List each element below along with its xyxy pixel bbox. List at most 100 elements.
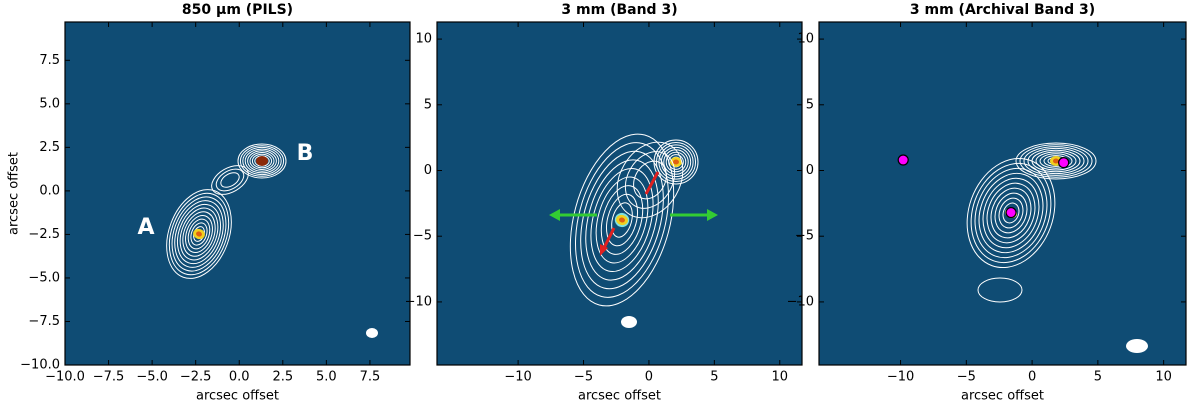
- plot-frame: [436, 21, 803, 366]
- contour: [611, 202, 633, 238]
- contour: [190, 222, 208, 246]
- x-tick-label: 10: [771, 370, 788, 385]
- y-tick-label: 5: [806, 97, 814, 112]
- y-tick-label: −5: [795, 229, 814, 244]
- contour: [1035, 151, 1077, 171]
- contour: [215, 168, 245, 192]
- contour: [569, 133, 675, 307]
- contour-group: [237, 143, 287, 179]
- source-point: [1058, 157, 1070, 169]
- plot-frame: [64, 21, 411, 366]
- x-tick-label: 2.5: [272, 370, 293, 385]
- x-tick-label: 5.0: [316, 370, 337, 385]
- x-tick-label: −5.0: [136, 370, 168, 385]
- contour: [1039, 153, 1073, 169]
- contour: [655, 141, 697, 183]
- contour: [966, 157, 1056, 269]
- y-tick-label: 5: [424, 97, 432, 112]
- source-point: [897, 154, 909, 166]
- x-tick-label: −10: [887, 370, 914, 385]
- contour: [247, 150, 277, 172]
- x-axis-label: arcsec offset: [196, 389, 279, 404]
- arrow-head: [600, 244, 608, 256]
- core: [619, 217, 625, 223]
- y-tick-label: 0: [806, 163, 814, 178]
- contour-group: [211, 165, 249, 195]
- x-tick-label: −10: [504, 370, 531, 385]
- plot-background: [65, 22, 410, 365]
- y-tick-label: 7.5: [39, 53, 60, 68]
- contour: [575, 142, 669, 298]
- x-tick-label: −7.5: [93, 370, 125, 385]
- contour: [1023, 146, 1089, 176]
- contour: [179, 207, 219, 261]
- contour: [239, 145, 285, 177]
- contour-group: [569, 133, 675, 307]
- contour: [978, 172, 1044, 254]
- contour: [665, 151, 687, 173]
- x-tick-label: 0: [645, 370, 653, 385]
- contour: [590, 167, 654, 273]
- core: [196, 231, 202, 237]
- core: [259, 158, 265, 164]
- annotation: B: [297, 141, 314, 166]
- contour: [182, 211, 216, 257]
- contour-group: [1015, 142, 1097, 180]
- y-tick-label: −10: [787, 294, 814, 309]
- contour: [187, 218, 211, 250]
- contour: [606, 193, 638, 247]
- y-tick-label: 0.0: [39, 183, 60, 198]
- plot-frame: [818, 21, 1187, 366]
- contour: [242, 146, 282, 176]
- x-tick-label: 5: [710, 370, 718, 385]
- x-tick-label: −5: [574, 370, 593, 385]
- jet: [601, 171, 660, 251]
- y-tick-label: 10: [415, 32, 432, 47]
- x-tick-label: −2.5: [180, 370, 212, 385]
- beam: [366, 328, 378, 338]
- contour: [970, 162, 1052, 264]
- contour: [977, 277, 1023, 303]
- contour: [580, 150, 664, 290]
- contour: [986, 182, 1036, 244]
- chart-title: 3 mm (Band 3): [561, 2, 677, 18]
- chart-title: 850 μm (PILS): [182, 2, 293, 18]
- arrow-head: [707, 209, 718, 221]
- x-tick-label: 10: [1155, 370, 1172, 385]
- contour: [653, 139, 699, 185]
- contour: [211, 165, 249, 195]
- x-tick-label: −5: [957, 370, 976, 385]
- contour: [595, 176, 649, 264]
- y-tick-label: −10: [405, 294, 432, 309]
- contour: [244, 148, 280, 174]
- contour: [1031, 149, 1081, 173]
- contour: [171, 196, 227, 272]
- x-tick-label: 7.5: [360, 370, 381, 385]
- contour-group: [616, 141, 684, 219]
- y-tick-label: −5: [413, 229, 432, 244]
- contour: [660, 146, 692, 178]
- contour: [1027, 147, 1085, 175]
- y-tick-label: 0: [424, 163, 432, 178]
- contour: [585, 159, 659, 281]
- contour: [616, 141, 684, 219]
- annotation: A: [137, 215, 154, 240]
- contour: [185, 214, 213, 254]
- core: [1053, 158, 1059, 164]
- x-axis-label: arcsec offset: [961, 389, 1044, 404]
- plot-background: [437, 22, 802, 365]
- contour: [994, 192, 1028, 234]
- contour: [990, 187, 1032, 239]
- contour: [251, 153, 273, 169]
- x-tick-label: 0: [1028, 370, 1036, 385]
- contour: [176, 203, 222, 265]
- contour: [237, 143, 287, 179]
- contour: [624, 151, 676, 209]
- source-point: [1005, 206, 1017, 219]
- chart-title: 3 mm (Archival Band 3): [910, 2, 1095, 18]
- contour: [633, 160, 667, 200]
- beam: [621, 316, 637, 328]
- contour: [168, 192, 230, 276]
- contour: [174, 200, 224, 268]
